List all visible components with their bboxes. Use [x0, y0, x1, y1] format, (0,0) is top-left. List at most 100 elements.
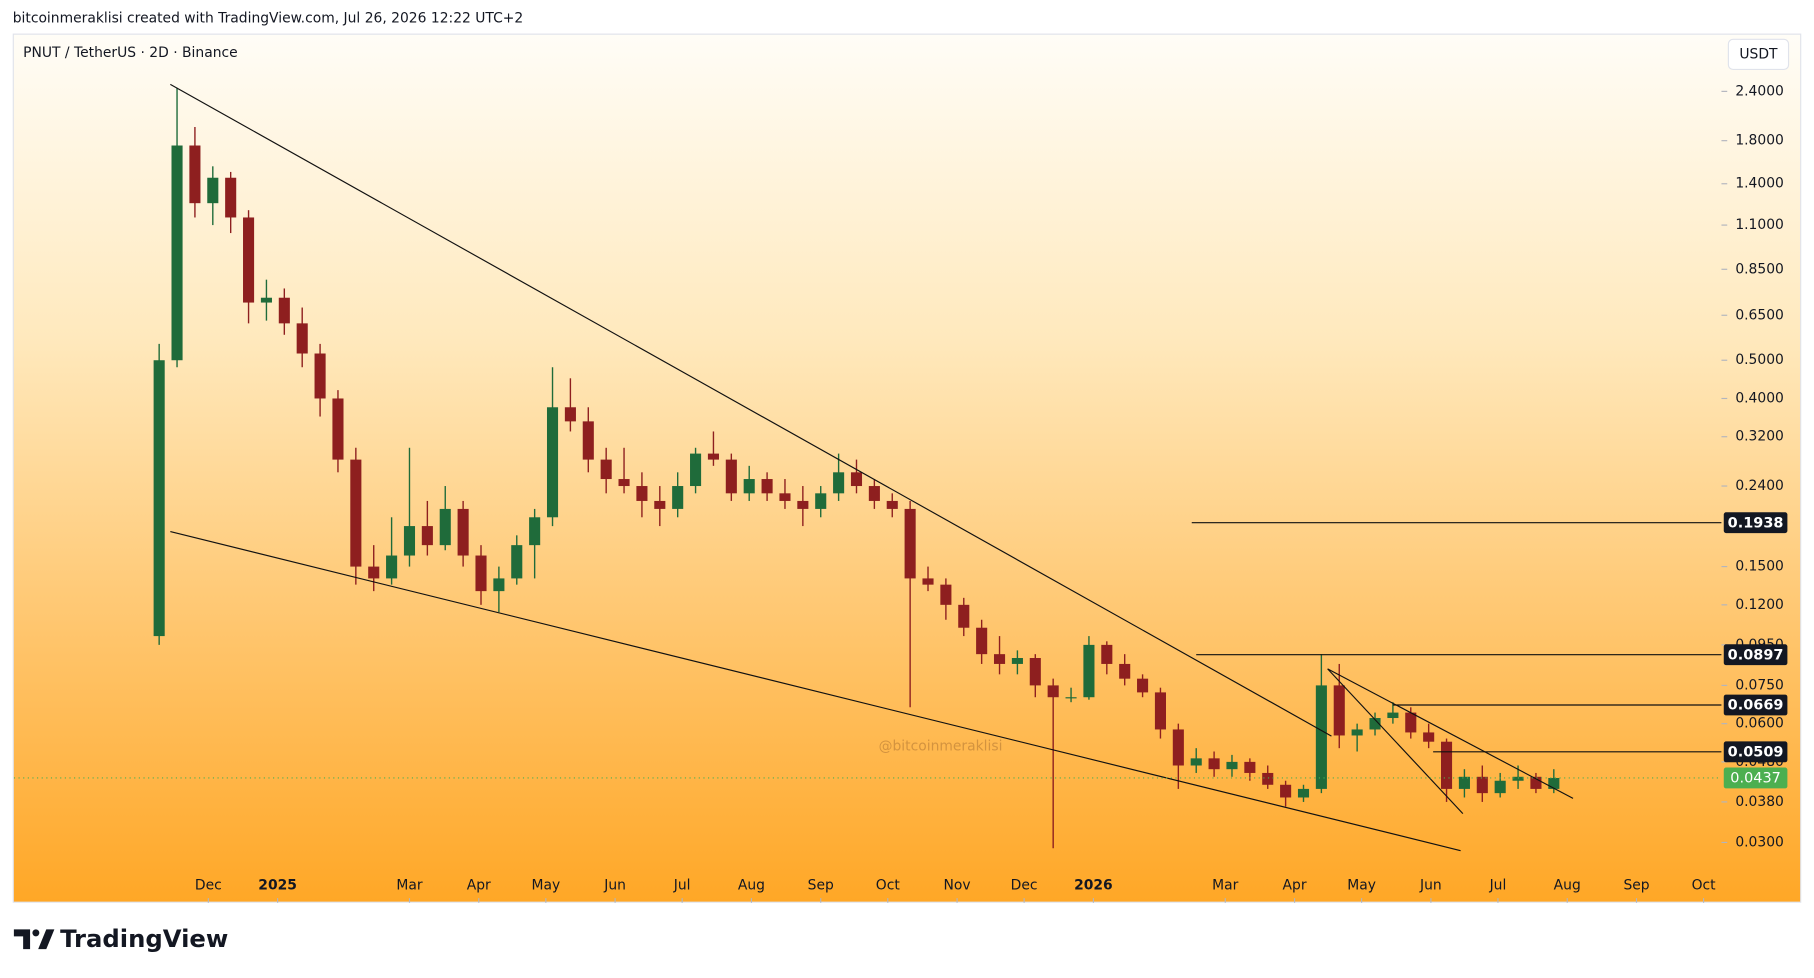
candle-body	[850, 472, 863, 487]
y-tick-label: 0.1500	[1735, 559, 1784, 575]
trendline	[170, 531, 1461, 852]
candle-body	[1530, 776, 1542, 789]
candle-body	[993, 654, 1006, 664]
candle-body	[1119, 663, 1131, 679]
candle-body	[1137, 678, 1149, 693]
x-tick-label: Sep	[808, 877, 834, 893]
trendline	[170, 83, 1332, 737]
candle-body	[672, 486, 684, 509]
candle-body	[564, 407, 576, 422]
candle-body	[1226, 761, 1238, 770]
candle-body	[386, 555, 398, 579]
y-tick-label: 1.4000	[1735, 176, 1784, 192]
brand: TradingView	[60, 924, 228, 953]
candle-body	[225, 177, 237, 218]
candle-body	[1101, 644, 1113, 664]
level-label: 0.0669	[1728, 698, 1784, 714]
candle-body	[1154, 692, 1166, 730]
candle-body	[1494, 780, 1506, 794]
candle-body	[457, 508, 469, 556]
x-tick-label: Mar	[396, 877, 422, 893]
candle-body	[725, 459, 737, 494]
x-tick-label: Dec	[1011, 877, 1038, 893]
x-tick-label: Sep	[1623, 877, 1649, 893]
x-tick-label: Aug	[1554, 877, 1581, 893]
y-tick-label: 0.0380	[1735, 794, 1784, 810]
candle-body	[243, 217, 255, 303]
x-tick-label: Apr	[467, 877, 491, 893]
candle-body	[707, 453, 719, 460]
level-label: 0.0897	[1728, 647, 1784, 663]
y-tick-label: 0.4000	[1735, 390, 1784, 406]
x-tick-label: Apr	[1283, 877, 1307, 893]
x-tick-label: Nov	[944, 877, 971, 893]
level-box	[1723, 741, 1788, 763]
currency-box	[1727, 38, 1790, 71]
candle-body	[958, 604, 970, 628]
x-tick-label: Oct	[1692, 877, 1717, 893]
candle-body	[833, 472, 845, 494]
y-tick-label: 0.1200	[1735, 597, 1784, 613]
candle-body	[976, 627, 988, 655]
x-tick-label: 2025	[258, 877, 297, 893]
candle-body	[1476, 776, 1488, 794]
candle-body	[403, 526, 416, 556]
x-tick-label: Aug	[738, 877, 765, 893]
candle-body	[314, 353, 326, 399]
candle-body	[529, 517, 541, 546]
y-tick-label: 2.4000	[1735, 83, 1784, 99]
candle-body	[922, 578, 934, 585]
y-tick-label: 0.8500	[1735, 261, 1784, 277]
candle-body	[1333, 685, 1345, 736]
y-tick-label: 0.2400	[1735, 478, 1784, 494]
x-tick-label: Jun	[603, 877, 626, 893]
candle-body	[868, 486, 880, 501]
trendline	[1327, 668, 1574, 799]
last-price-label: 0.0437	[1730, 771, 1781, 787]
candle-body	[582, 421, 594, 460]
x-tick-label: May	[531, 877, 560, 893]
y-tick-label: 0.0600	[1735, 716, 1784, 732]
level-box	[1723, 512, 1788, 534]
level-box	[1723, 694, 1788, 716]
candle-body	[1387, 712, 1399, 719]
candle-body	[1351, 729, 1363, 736]
candle-body	[546, 407, 559, 518]
credit: bitcoinmeraklisi created with TradingVie…	[13, 11, 523, 27]
candle-body	[332, 398, 344, 460]
candle-body	[1011, 657, 1023, 664]
candle-body	[1065, 697, 1077, 699]
candle-body	[207, 177, 219, 204]
candle-body	[600, 459, 612, 480]
level-label: 0.0509	[1728, 744, 1784, 760]
candle-body	[1423, 732, 1435, 742]
candle-body	[1029, 657, 1041, 686]
y-tick-label: 0.5000	[1735, 352, 1784, 368]
candle-body	[368, 566, 380, 579]
candle-body	[1190, 758, 1202, 766]
candle-body	[1405, 712, 1417, 733]
candle-body	[1297, 788, 1310, 798]
candle-body	[1548, 777, 1560, 789]
candle-body	[260, 297, 272, 303]
candle-body	[636, 486, 648, 501]
candle-body	[1315, 685, 1327, 789]
y-tick-label: 0.3200	[1735, 429, 1784, 445]
candle-body	[421, 526, 433, 546]
candle-body	[940, 584, 952, 605]
x-tick-label: 2026	[1074, 877, 1113, 893]
watermark: @bitcoinmeraklisi	[879, 739, 1003, 755]
candle-body	[475, 555, 487, 592]
candle-body	[1458, 776, 1470, 789]
candle-body	[278, 297, 290, 324]
x-tick-label: Oct	[876, 877, 901, 893]
candle-body	[296, 323, 308, 354]
candle-body	[815, 493, 827, 509]
level-label: 0.1938	[1728, 515, 1784, 531]
candle-body	[1172, 729, 1184, 766]
x-tick-label: Dec	[195, 877, 222, 893]
candle-body	[1440, 741, 1453, 789]
candle-body	[1208, 758, 1220, 770]
trendline	[1327, 668, 1464, 814]
